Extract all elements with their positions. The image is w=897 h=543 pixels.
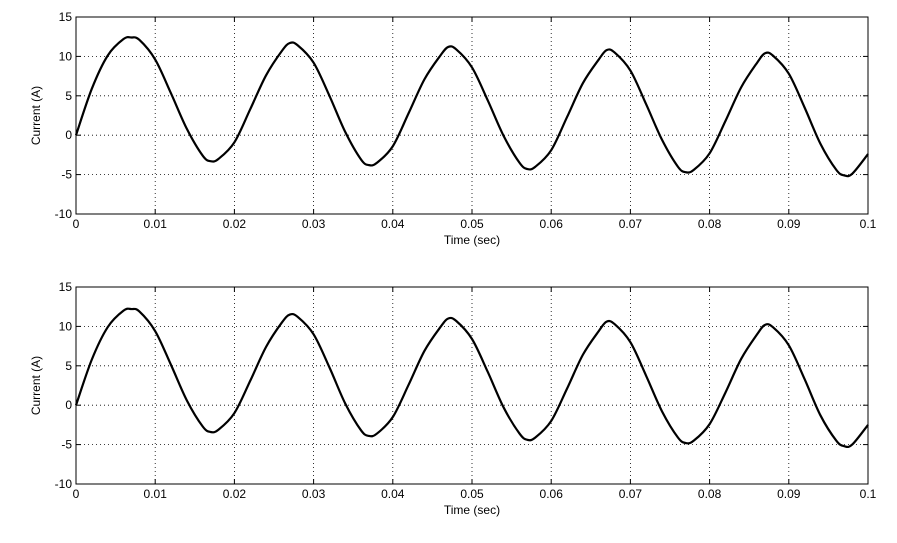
x-tick-label: 0.02 <box>223 217 247 231</box>
x-tick-label: 0.08 <box>698 217 722 231</box>
subplot-1: 0 0.01 0.02 0.03 0.04 0.05 0.06 0.07 0.08 0.09 0.1… <box>29 10 877 247</box>
y-axis-label: Current (A) <box>29 86 43 145</box>
x-tick-label: 0.06 <box>540 217 564 231</box>
y-tick-label: 10 <box>59 49 73 63</box>
y-tick-label: -5 <box>61 168 72 182</box>
y-tick-label: -10 <box>55 207 73 221</box>
plot-area <box>75 16 869 215</box>
series-line <box>74 35 869 178</box>
x-tick-label: 0.01 <box>144 487 168 501</box>
x-tick-label: 0.01 <box>144 217 168 231</box>
x-tick-label: 0.04 <box>381 217 405 231</box>
x-tick-label: 0.05 <box>460 487 484 501</box>
y-tick-label: 5 <box>65 89 72 103</box>
x-tick-label: 0.06 <box>540 487 564 501</box>
x-tick-label: 0 <box>73 487 80 501</box>
y-tick-label: 0 <box>65 398 72 412</box>
subplot-2: 0 0.01 0.02 0.03 0.04 0.05 0.06 0.07 0.08 0.09 0.1… <box>29 280 877 517</box>
x-axis-label: Time (sec) <box>444 233 500 247</box>
y-tick-label: 10 <box>59 319 73 333</box>
x-tick-label: 0 <box>73 217 80 231</box>
plot-area <box>75 286 869 485</box>
x-tick-label: 0.04 <box>381 487 405 501</box>
y-tick-label: 0 <box>65 128 72 142</box>
y-tick-label: 15 <box>59 280 73 294</box>
x-tick-label: 0.09 <box>777 217 801 231</box>
x-tick-label: 0.03 <box>302 487 326 501</box>
x-tick-label: 0.1 <box>860 487 877 501</box>
y-tick-label: 15 <box>59 10 73 24</box>
x-tick-label: 0.07 <box>619 487 643 501</box>
x-tick-label: 0.09 <box>777 487 801 501</box>
y-tick-label: 5 <box>65 359 72 373</box>
series-line <box>74 307 869 449</box>
y-tick-label: -5 <box>61 438 72 452</box>
x-tick-label: 0.1 <box>860 217 877 231</box>
x-axis-label: Time (sec) <box>444 503 500 517</box>
x-tick-label: 0.08 <box>698 487 722 501</box>
y-tick-label: -10 <box>55 477 73 491</box>
x-tick-label: 0.03 <box>302 217 326 231</box>
y-axis-label: Current (A) <box>29 356 43 415</box>
x-tick-label: 0.07 <box>619 217 643 231</box>
x-tick-label: 0.02 <box>223 487 247 501</box>
x-tick-label: 0.05 <box>460 217 484 231</box>
